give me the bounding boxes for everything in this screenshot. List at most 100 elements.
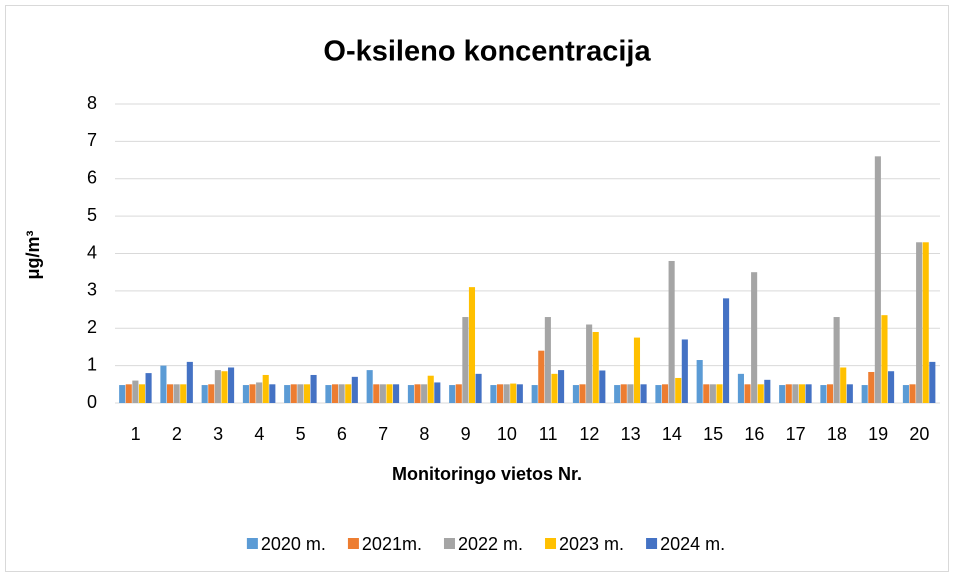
bar — [490, 385, 497, 403]
x-tick-label: 2 — [172, 424, 182, 444]
bar — [579, 384, 586, 403]
bar — [407, 385, 414, 403]
bar — [351, 376, 358, 403]
x-tick-label: 7 — [378, 424, 388, 444]
bar — [696, 360, 703, 403]
bar — [744, 384, 751, 403]
x-tick-label: 19 — [868, 424, 888, 444]
bar — [572, 385, 579, 403]
bar — [902, 385, 909, 403]
bar — [455, 384, 462, 403]
bar — [208, 384, 215, 403]
bar — [846, 384, 853, 403]
x-tick-label: 15 — [703, 424, 723, 444]
x-axis-label: Monitoringo vietos Nr. — [392, 464, 582, 484]
bar — [531, 385, 538, 403]
bar — [640, 384, 647, 403]
bar — [228, 367, 235, 403]
bar — [916, 242, 923, 403]
bar — [434, 382, 441, 403]
bar — [284, 385, 291, 403]
bar — [386, 384, 393, 403]
bar — [709, 384, 716, 403]
bar — [427, 375, 434, 403]
legend-swatch — [246, 538, 258, 549]
bar — [262, 374, 269, 403]
bar — [558, 370, 565, 403]
bar — [922, 242, 929, 403]
bar — [221, 371, 228, 403]
x-tick-label: 3 — [213, 424, 223, 444]
bar — [125, 384, 132, 403]
bar — [366, 370, 373, 403]
legend-label: 2020 m. — [261, 534, 326, 554]
bar — [592, 331, 599, 403]
bar — [379, 384, 386, 403]
legend-label: 2023 m. — [559, 534, 624, 554]
bar — [633, 337, 641, 403]
x-tick-label: 6 — [337, 424, 347, 444]
bar — [338, 384, 345, 403]
bar — [703, 384, 710, 403]
bar — [627, 384, 634, 403]
bar — [132, 380, 139, 403]
x-tick-label: 17 — [786, 424, 806, 444]
bar — [373, 384, 380, 403]
bar — [538, 350, 545, 403]
bar — [881, 315, 888, 403]
y-tick-label: 2 — [87, 317, 97, 337]
legend-label: 2022 m. — [458, 534, 523, 554]
bar — [764, 379, 771, 403]
x-tick-label: 10 — [497, 424, 517, 444]
y-tick-label: 6 — [87, 168, 97, 188]
bar — [675, 377, 682, 403]
bar — [468, 287, 476, 403]
bar — [874, 156, 881, 403]
bar — [297, 384, 304, 403]
chart-title: O-ksileno koncentracija — [323, 36, 651, 68]
x-tick-label: 20 — [909, 424, 929, 444]
bar — [393, 384, 400, 403]
bar — [737, 373, 744, 403]
bar — [325, 385, 332, 403]
legend-label: 2024 m. — [660, 534, 725, 554]
bar — [269, 384, 276, 403]
legend-swatch — [646, 538, 658, 549]
bar — [716, 384, 723, 403]
x-tick-label: 9 — [461, 424, 471, 444]
bar — [138, 384, 146, 403]
bar — [186, 361, 193, 403]
x-tick-label: 18 — [827, 424, 847, 444]
bar — [242, 385, 249, 403]
bar — [421, 384, 428, 403]
bar — [614, 385, 621, 403]
x-tick-label: 12 — [579, 424, 599, 444]
x-tick-label: 14 — [662, 424, 682, 444]
x-tick-label: 11 — [539, 424, 558, 444]
bar — [496, 384, 504, 403]
bar — [586, 324, 593, 403]
bar — [303, 384, 311, 403]
bar — [516, 384, 523, 403]
bar — [723, 298, 730, 403]
bar — [661, 384, 669, 403]
bar — [833, 317, 840, 403]
x-tick-label: 1 — [131, 424, 141, 444]
bar — [256, 382, 263, 403]
bar — [681, 339, 688, 403]
bar — [792, 384, 799, 403]
legend-swatch — [347, 538, 359, 549]
bar — [544, 317, 551, 403]
y-tick-label: 7 — [87, 130, 97, 150]
bar — [757, 384, 764, 403]
bar — [475, 373, 482, 403]
legend-swatch — [443, 538, 455, 549]
y-tick-label: 0 — [87, 392, 97, 412]
x-tick-label: 16 — [744, 424, 764, 444]
bar — [414, 384, 421, 403]
bar — [798, 384, 806, 403]
bar — [929, 361, 936, 403]
bar — [826, 384, 834, 403]
bar — [551, 373, 558, 403]
